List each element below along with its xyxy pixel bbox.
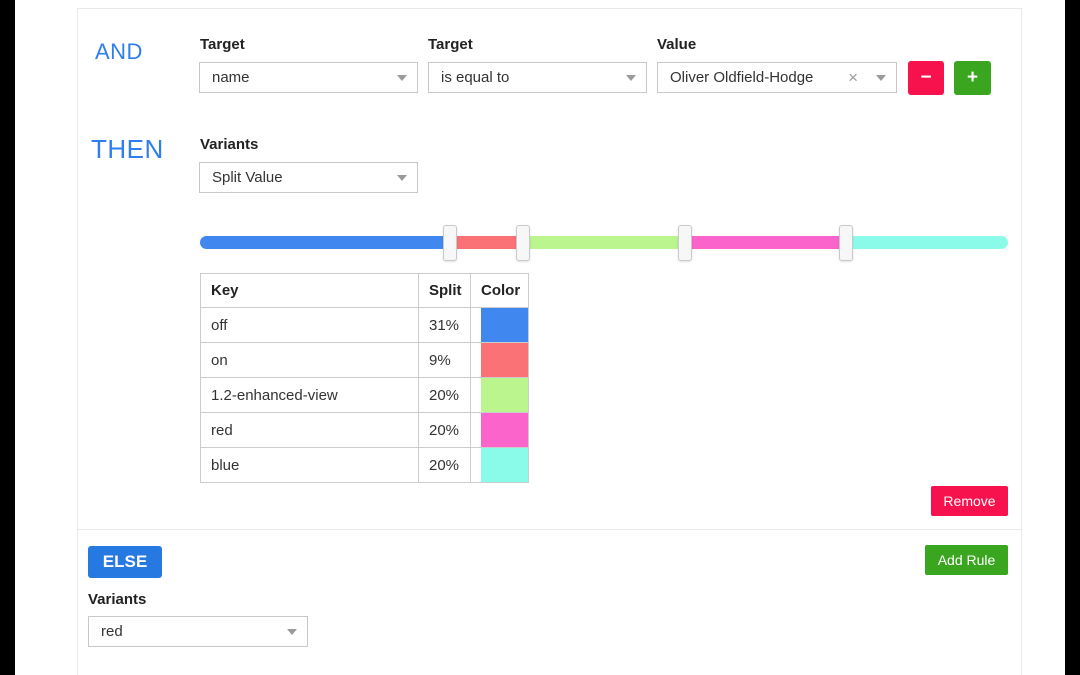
section-divider bbox=[78, 529, 1022, 530]
variant-key-cell: 1.2-enhanced-view bbox=[200, 377, 419, 413]
color-swatch[interactable] bbox=[481, 343, 528, 377]
variant-split-cell: 20% bbox=[418, 412, 471, 448]
slider-segment-1-2-enhanced-view bbox=[523, 236, 685, 249]
variants-select-value: Split Value bbox=[212, 169, 283, 186]
variant-key-cell: blue bbox=[200, 447, 419, 483]
remove-condition-button[interactable]: − bbox=[908, 61, 944, 95]
split-slider-bar bbox=[200, 236, 1008, 249]
value-select-value: Oliver Oldfield-Hodge bbox=[670, 69, 814, 86]
variant-split-cell: 20% bbox=[418, 377, 471, 413]
clear-icon[interactable]: × bbox=[848, 68, 858, 87]
target-attribute-value: name bbox=[212, 69, 250, 86]
variant-split-cell: 9% bbox=[418, 342, 471, 378]
slider-handle-1[interactable] bbox=[443, 225, 458, 261]
value-select[interactable]: Oliver Oldfield-Hodge × bbox=[657, 62, 897, 93]
else-variants-select[interactable]: red bbox=[88, 616, 308, 647]
chevron-down-icon bbox=[876, 74, 886, 81]
color-swatch[interactable] bbox=[481, 413, 528, 447]
target-attribute-select[interactable]: name bbox=[199, 62, 418, 93]
variants-label: Variants bbox=[200, 136, 259, 153]
split-table-row: on 9% bbox=[200, 342, 529, 378]
then-keyword: THEN bbox=[91, 134, 164, 164]
split-table-row: 1.2-enhanced-view 20% bbox=[200, 377, 529, 413]
column-header-key: Key bbox=[200, 273, 419, 308]
column-header-color: Color bbox=[470, 273, 529, 308]
slider-segment-off bbox=[200, 236, 451, 249]
split-table-row: red 20% bbox=[200, 412, 529, 448]
split-table-header-row: Key Split Color bbox=[200, 273, 529, 308]
remove-rule-button[interactable]: Remove bbox=[931, 486, 1008, 516]
slider-segment-red bbox=[684, 236, 847, 249]
color-swatch[interactable] bbox=[481, 378, 528, 412]
add-condition-button[interactable]: + bbox=[954, 61, 991, 95]
else-variants-select-value: red bbox=[101, 623, 123, 640]
and-keyword: AND bbox=[95, 39, 143, 64]
variant-key-cell: on bbox=[200, 342, 419, 378]
split-slider[interactable] bbox=[200, 225, 1008, 261]
variant-color-cell bbox=[470, 412, 529, 448]
slider-handle-2[interactable] bbox=[516, 225, 531, 261]
variant-color-cell bbox=[470, 342, 529, 378]
chevron-down-icon bbox=[287, 628, 297, 635]
target-operator-select[interactable]: is equal to bbox=[428, 62, 647, 93]
variant-color-cell bbox=[470, 377, 529, 413]
chevron-down-icon bbox=[397, 74, 407, 81]
variants-select[interactable]: Split Value bbox=[199, 162, 418, 193]
color-swatch[interactable] bbox=[481, 448, 528, 482]
variant-color-cell bbox=[470, 307, 529, 343]
variant-color-cell bbox=[470, 447, 529, 483]
slider-handle-3[interactable] bbox=[677, 225, 692, 261]
else-variants-label: Variants bbox=[88, 591, 147, 608]
split-table-row: blue 20% bbox=[200, 447, 529, 483]
target-operator-label: Target bbox=[428, 36, 473, 53]
column-header-split: Split bbox=[418, 273, 471, 308]
slider-handle-4[interactable] bbox=[839, 225, 854, 261]
chevron-down-icon bbox=[626, 74, 636, 81]
variant-key-cell: red bbox=[200, 412, 419, 448]
target-attribute-label: Target bbox=[200, 36, 245, 53]
value-label: Value bbox=[657, 36, 697, 53]
variant-key-cell: off bbox=[200, 307, 419, 343]
add-rule-button[interactable]: Add Rule bbox=[925, 545, 1008, 575]
target-operator-value: is equal to bbox=[441, 69, 510, 86]
slider-segment-on bbox=[450, 236, 524, 249]
slider-segment-blue bbox=[846, 236, 1008, 249]
variant-split-cell: 31% bbox=[418, 307, 471, 343]
split-table-row: off 31% bbox=[200, 307, 529, 343]
variant-split-cell: 20% bbox=[418, 447, 471, 483]
split-table: Key Split Color off 31% on 9% 1.2-enhanced-v… bbox=[200, 273, 529, 483]
else-badge: ELSE bbox=[88, 546, 162, 578]
chevron-down-icon bbox=[397, 174, 407, 181]
color-swatch[interactable] bbox=[481, 308, 528, 342]
